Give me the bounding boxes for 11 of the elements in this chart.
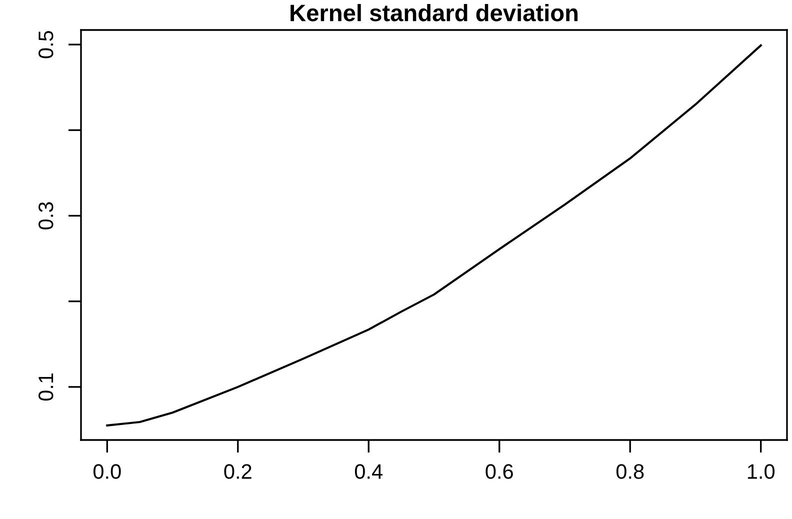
x-tick-label: 0.0 bbox=[93, 464, 121, 479]
chart-title: Kernel standard deviation bbox=[290, 4, 578, 22]
y-tick-label: 0.5 bbox=[38, 30, 54, 58]
x-tick-label: 1.0 bbox=[748, 464, 775, 479]
y-tick-label: 0.1 bbox=[38, 373, 54, 401]
x-tick-label: 0.8 bbox=[616, 464, 644, 479]
x-tick-label: 0.4 bbox=[354, 464, 382, 479]
x-tick-label: 0.2 bbox=[224, 464, 252, 479]
x-tick-label: 0.6 bbox=[486, 464, 513, 479]
y-tick-label: 0.3 bbox=[38, 202, 54, 230]
line-series bbox=[106, 44, 762, 426]
